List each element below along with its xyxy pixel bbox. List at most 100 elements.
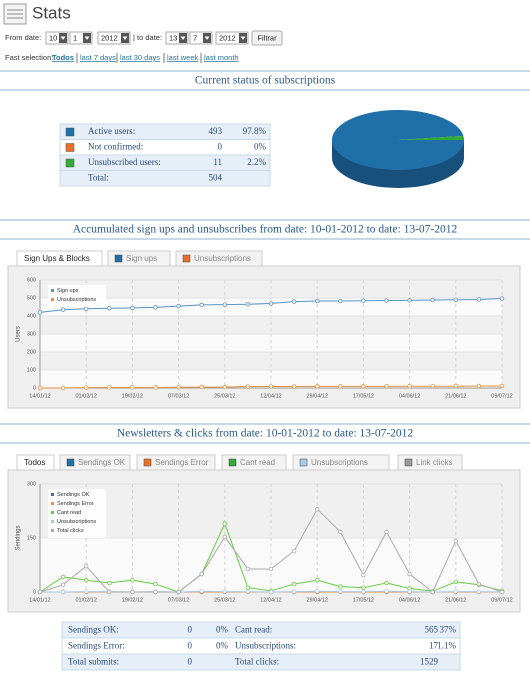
y-tick-label: 0	[33, 589, 36, 595]
data-point	[222, 521, 227, 526]
select-value[interactable]: 13	[169, 33, 177, 42]
select-arrow[interactable]	[204, 36, 210, 41]
totals-value: 0	[188, 625, 193, 635]
totals-label: Unsubscriptions:	[235, 641, 296, 651]
data-point	[60, 385, 66, 391]
data-point	[107, 589, 112, 595]
data-point	[268, 384, 274, 389]
tab-swatch[interactable]	[143, 458, 152, 467]
tab-label[interactable]: Sign ups	[126, 254, 157, 263]
tab-label[interactable]: Sign Ups & Blocks	[24, 254, 90, 263]
fast-link[interactable]: last 30 days	[120, 53, 160, 62]
fast-link[interactable]: last week	[167, 53, 199, 62]
data-point	[338, 529, 343, 535]
select-arrow[interactable]	[240, 36, 246, 41]
select-value[interactable]: 1	[73, 33, 77, 42]
select-value[interactable]: 2012	[101, 33, 118, 42]
data-point	[83, 306, 89, 311]
tab-swatch[interactable]	[228, 458, 237, 467]
data-point	[83, 589, 89, 594]
select-value[interactable]: 10	[49, 33, 57, 42]
legend-label: Unsubscriptions	[57, 297, 96, 303]
data-point	[361, 585, 366, 590]
data-point	[361, 589, 366, 594]
row-swatch	[65, 143, 75, 152]
data-point	[245, 566, 251, 572]
y-tick-label: 0	[33, 385, 36, 391]
select-arrow[interactable]	[84, 36, 90, 41]
data-point	[499, 589, 505, 595]
table-row	[59, 170, 271, 187]
totals-value: 1529	[420, 657, 439, 667]
fast-link[interactable]: last 7 days	[80, 53, 116, 62]
data-point	[130, 589, 135, 595]
x-tick-label: 12/04/12	[260, 597, 281, 603]
data-point	[384, 384, 389, 389]
filter-button-label[interactable]: Filtrar	[257, 33, 277, 42]
row-label: Unsubscribed users:	[88, 157, 161, 167]
fast-link[interactable]: last month	[204, 53, 239, 62]
filter-button[interactable]	[251, 30, 283, 46]
tab-label[interactable]: Todos	[24, 458, 45, 467]
y-tick-label: 400	[27, 313, 36, 319]
data-point	[199, 302, 204, 308]
tab-swatch[interactable]	[299, 458, 308, 467]
tab-swatch[interactable]	[182, 254, 191, 263]
data-point	[315, 507, 320, 512]
x-tick-label: 01/02/12	[75, 393, 96, 399]
y-tick-label: 150	[27, 535, 36, 541]
data-point	[430, 589, 435, 595]
row-count: 493	[209, 126, 223, 136]
pie-slice	[398, 135, 464, 140]
x-tick-label: 04/06/12	[399, 393, 420, 399]
row-percent: 97.8%	[243, 126, 267, 136]
x-tick-label: 14/01/12	[29, 393, 50, 399]
data-point	[107, 306, 112, 311]
row-count: 11	[213, 157, 222, 167]
x-tick-label: 17/05/12	[353, 597, 374, 603]
legend-label: Sendings OK	[57, 492, 90, 498]
data-point	[430, 297, 435, 303]
fast-label: Fast selection:	[5, 53, 53, 62]
data-point	[453, 297, 458, 302]
fast-link[interactable]: Todos	[52, 53, 74, 62]
totals-percent: 0%	[216, 641, 229, 651]
row-label: Active users:	[88, 126, 135, 136]
tab-swatch[interactable]	[404, 458, 413, 467]
data-point	[315, 589, 320, 594]
select-value[interactable]: 2012	[219, 33, 236, 42]
x-tick-label: 17/05/12	[353, 393, 374, 399]
x-tick-label: 25/03/12	[214, 393, 235, 399]
legend-marker	[51, 520, 54, 523]
data-point	[476, 297, 482, 302]
tab-label[interactable]: Cant read	[240, 458, 275, 467]
data-point	[338, 298, 343, 304]
x-tick-label: 19/02/12	[122, 393, 143, 399]
x-tick-label: 09/07/12	[491, 597, 512, 603]
select-arrow[interactable]	[180, 36, 186, 41]
data-point	[176, 385, 181, 390]
select-arrow[interactable]	[122, 36, 128, 41]
x-tick-label: 14/01/12	[29, 597, 50, 603]
tab-swatch[interactable]	[66, 458, 75, 467]
data-point	[199, 589, 204, 594]
totals-percent: 1.1%	[437, 641, 456, 651]
data-point	[476, 383, 482, 389]
legend-label: Unsubscriptions	[57, 519, 96, 525]
select-value[interactable]: 7	[193, 33, 197, 42]
tab-label[interactable]: Unsubscriptions	[311, 458, 368, 467]
row-percent: 0%	[254, 142, 267, 152]
tab-label[interactable]: Link clicks	[416, 458, 452, 467]
data-point	[153, 305, 158, 310]
data-point	[384, 580, 389, 586]
tab-label[interactable]: Sendings Error	[155, 458, 209, 467]
data-point	[338, 384, 343, 389]
data-point	[476, 581, 482, 587]
select-arrow[interactable]	[60, 36, 66, 41]
totals-label: Total submits:	[68, 657, 119, 667]
tab-swatch[interactable]	[114, 254, 123, 263]
tab-label[interactable]: Unsubscriptions	[194, 254, 251, 263]
data-point	[107, 580, 112, 586]
y-tick-label: 300	[27, 481, 36, 487]
tab-label[interactable]: Sendings OK	[78, 458, 126, 467]
